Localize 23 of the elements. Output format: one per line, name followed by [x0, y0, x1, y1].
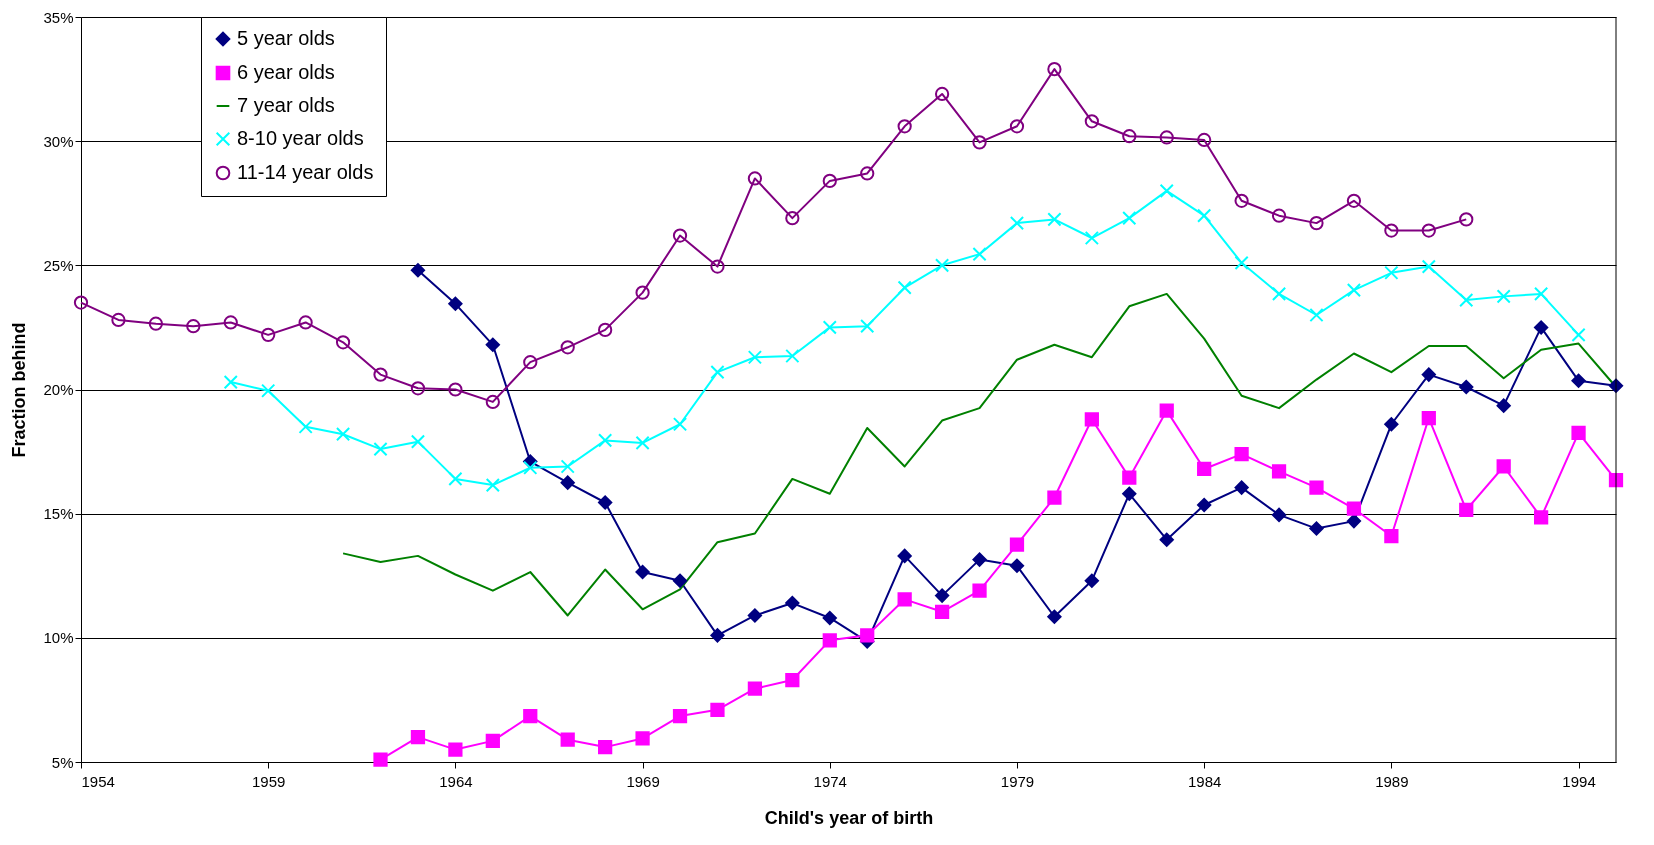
y-tick-label: 30% [43, 132, 74, 150]
y-tick-label: 10% [43, 629, 74, 647]
y-tick-label: 25% [43, 256, 74, 274]
y-tick-label: 5% [51, 753, 74, 771]
x-tick-label: 1974 [813, 772, 847, 790]
x-tick-label: 1989 [1375, 772, 1409, 790]
legend-label: 7 year olds [237, 94, 335, 116]
legend-label: 8-10 year olds [237, 127, 364, 149]
legend-label: 11-14 year olds [237, 161, 374, 183]
legend-label: 5 year olds [237, 27, 335, 49]
y-axis-title: Fraction behind [9, 322, 30, 458]
x-tick-label: 1959 [252, 772, 286, 790]
x-tick-label: 1994 [1562, 772, 1596, 790]
x-tick-label: 1984 [1187, 772, 1222, 790]
y-tick-label: 15% [43, 505, 74, 523]
y-tick-label: 20% [43, 381, 74, 398]
x-tick-label: 1969 [626, 772, 660, 790]
x-tick-label: 1954 [81, 772, 115, 790]
y-tick-label: 35% [43, 8, 74, 26]
x-axis-title: Child's year of birth [764, 807, 934, 828]
x-tick-label: 1979 [1000, 772, 1035, 790]
x-tick-label: 1964 [439, 772, 473, 790]
legend-label: 6 year olds [237, 61, 335, 83]
